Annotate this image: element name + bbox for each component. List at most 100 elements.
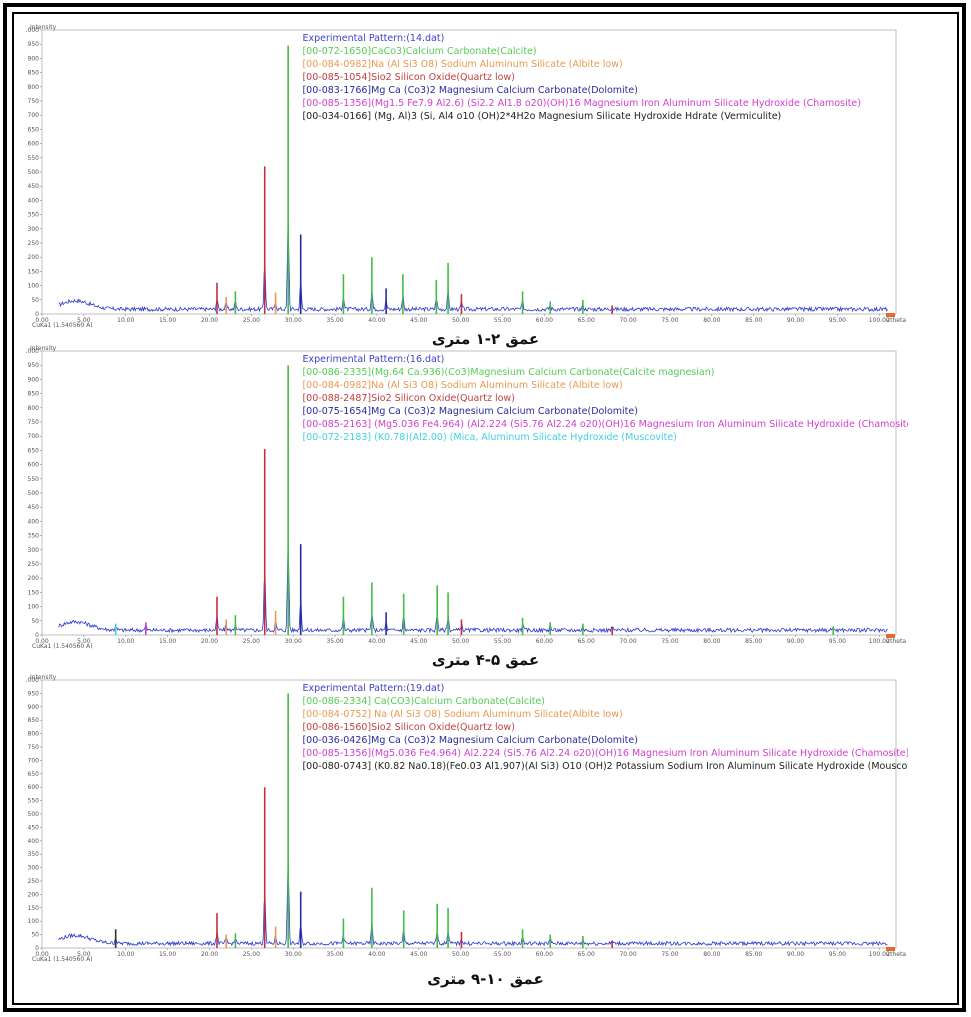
legend-entry: [00-085-1054]Sio2 Silicon Oxide(Quartz l… — [302, 72, 514, 83]
x-axis-label: 2theta — [886, 951, 906, 958]
y-tick-label: 600 — [28, 784, 40, 791]
x-tick-label: 65.00 — [578, 317, 595, 324]
legend-entry: Experimental Pattern:(16.dat) — [302, 354, 444, 365]
y-tick-label: 450 — [28, 504, 40, 511]
legend-entry: [00-086-2335](Mg.64 Ca.936)(Co3)Magnesiu… — [302, 367, 714, 378]
y-tick-label: 450 — [28, 824, 40, 831]
wavelength-label: CuKa1 (1.540560 A) — [32, 643, 93, 649]
y-tick-label: 500 — [28, 169, 40, 176]
y-tick-label: 600 — [28, 141, 40, 148]
x-tick-label: 80.00 — [703, 317, 720, 324]
legend-entry: [00-085-1356](Mg5.036 Fe4.964) Al2.224 (… — [302, 748, 908, 759]
x-tick-label: 90.00 — [787, 638, 804, 645]
x-tick-label: 75.00 — [661, 951, 678, 958]
legend-entry: [00-085-2163] (Mg5.036 Fe4.964) (Al2.224… — [302, 419, 908, 430]
x-tick-label: 15.00 — [159, 317, 176, 324]
y-axis-label: Intensity — [30, 345, 57, 352]
y-tick-label: 900 — [28, 704, 40, 711]
y-tick-label: 550 — [28, 476, 40, 483]
legend-entry: [00-084-0982]Na (Al Si3 O8) Sodium Alumi… — [302, 380, 622, 391]
x-tick-label: 80.00 — [703, 951, 720, 958]
x-tick-label: 70.00 — [619, 317, 636, 324]
y-tick-label: 300 — [28, 547, 40, 554]
x-tick-label: 95.00 — [829, 951, 846, 958]
y-tick-label: 150 — [28, 268, 40, 275]
y-tick-label: 750 — [28, 98, 40, 105]
x-tick-label: 25.00 — [243, 638, 260, 645]
x-axis-label: 2theta — [886, 317, 906, 324]
x-tick-label: 30.00 — [285, 638, 302, 645]
x-tick-label: 60.00 — [536, 951, 553, 958]
depth-caption-3: عمق ۱۰-۹ متری — [0, 970, 971, 988]
x-tick-label: 75.00 — [661, 638, 678, 645]
x-tick-label: 95.00 — [829, 638, 846, 645]
y-tick-label: 950 — [28, 690, 40, 697]
y-tick-label: 150 — [28, 589, 40, 596]
x-tick-label: 85.00 — [745, 638, 762, 645]
x-tick-label: 65.00 — [578, 638, 595, 645]
y-tick-label: 400 — [28, 518, 40, 525]
y-tick-label: 50 — [31, 297, 39, 304]
x-tick-label: 70.00 — [619, 951, 636, 958]
x-tick-label: 25.00 — [243, 951, 260, 958]
x-tick-label: 95.00 — [829, 317, 846, 324]
y-tick-label: 250 — [28, 878, 40, 885]
x-tick-label: 20.00 — [201, 638, 218, 645]
y-tick-label: 300 — [28, 226, 40, 233]
y-tick-label: 550 — [28, 155, 40, 162]
y-tick-label: 850 — [28, 391, 40, 398]
y-tick-label: 650 — [28, 447, 40, 454]
xrd-chart-1: 0501001502002503003504004505005506006507… — [26, 22, 908, 328]
x-tick-label: 50.00 — [452, 638, 469, 645]
plot-area — [42, 680, 896, 948]
y-tick-label: 150 — [28, 905, 40, 912]
y-tick-label: 100 — [28, 604, 40, 611]
y-tick-label: 950 — [28, 362, 40, 369]
y-tick-label: 500 — [28, 811, 40, 818]
y-tick-label: 850 — [28, 70, 40, 77]
xrd-chart-2: 0 50 100 150 200 250 300 350 400 450 500 550 600 650 7… — [26, 343, 908, 649]
xrd-panel-1: 0 50 100 150 200 250 300 350 400 450 500 550 600 650 7… — [26, 22, 908, 328]
x-tick-label: 30.00 — [285, 317, 302, 324]
legend-entry: [00-083-1766]Mg Ca (Co3)2 Magnesium Calc… — [302, 85, 637, 96]
scroll-marker — [886, 947, 895, 951]
y-tick-label: 200 — [28, 575, 40, 582]
y-tick-label: 900 — [28, 55, 40, 62]
y-tick-label: 350 — [28, 851, 40, 858]
y-tick-label: 50 — [31, 932, 39, 939]
legend-entry: [00-084-0982]Na (Al Si3 O8) Sodium Alumi… — [302, 59, 622, 70]
y-tick-label: 300 — [28, 865, 40, 872]
x-tick-label: 20.00 — [201, 951, 218, 958]
x-tick-label: 75.00 — [661, 317, 678, 324]
wavelength-label: CuKa1 (1.540560 A) — [32, 322, 93, 328]
legend-entry: [00-034-0166] (Mg, Al)3 (Si, Al4 o10 (OH… — [302, 111, 781, 122]
x-tick-label: 40.00 — [368, 638, 385, 645]
y-tick-label: 450 — [28, 183, 40, 190]
y-tick-label: 400 — [28, 197, 40, 204]
legend-entry: [00-072-1650]CaCo3)Calcium Carbonate(Cal… — [302, 46, 536, 57]
x-tick-label: 10.00 — [117, 638, 134, 645]
y-tick-label: 800 — [28, 731, 40, 738]
x-tick-label: 15.00 — [159, 951, 176, 958]
x-tick-label: 50.00 — [452, 951, 469, 958]
legend-entry: [00-036-0426]Mg Ca (Co3)2 Magnesium Calc… — [302, 735, 637, 746]
y-tick-label: 850 — [28, 717, 40, 724]
x-tick-label: 35.00 — [326, 638, 343, 645]
x-tick-label: 85.00 — [745, 951, 762, 958]
y-tick-label: 250 — [28, 240, 40, 247]
xrd-panel-3: 0 50 100 150 200 250 300 350 400 450 500 550 600 650 7… — [26, 672, 908, 978]
legend-entry: [00-080-0743] (K0.82 Na0.18)(Fe0.03 Al1.… — [302, 761, 908, 772]
y-tick-label: 700 — [28, 433, 40, 440]
y-tick-label: 200 — [28, 891, 40, 898]
y-tick-label: 650 — [28, 126, 40, 133]
y-tick-label: 550 — [28, 798, 40, 805]
x-tick-label: 15.00 — [159, 638, 176, 645]
y-tick-label: 700 — [28, 112, 40, 119]
x-tick-label: 50.00 — [452, 317, 469, 324]
legend-entry: [00-084-0752] Na (Al Si3 O8) Sodium Alum… — [302, 709, 622, 720]
x-tick-label: 60.00 — [536, 638, 553, 645]
x-tick-label: 45.00 — [410, 317, 427, 324]
y-tick-label: 50 — [31, 618, 39, 625]
x-axis-label: 2theta — [886, 638, 906, 645]
x-tick-label: 25.00 — [243, 317, 260, 324]
